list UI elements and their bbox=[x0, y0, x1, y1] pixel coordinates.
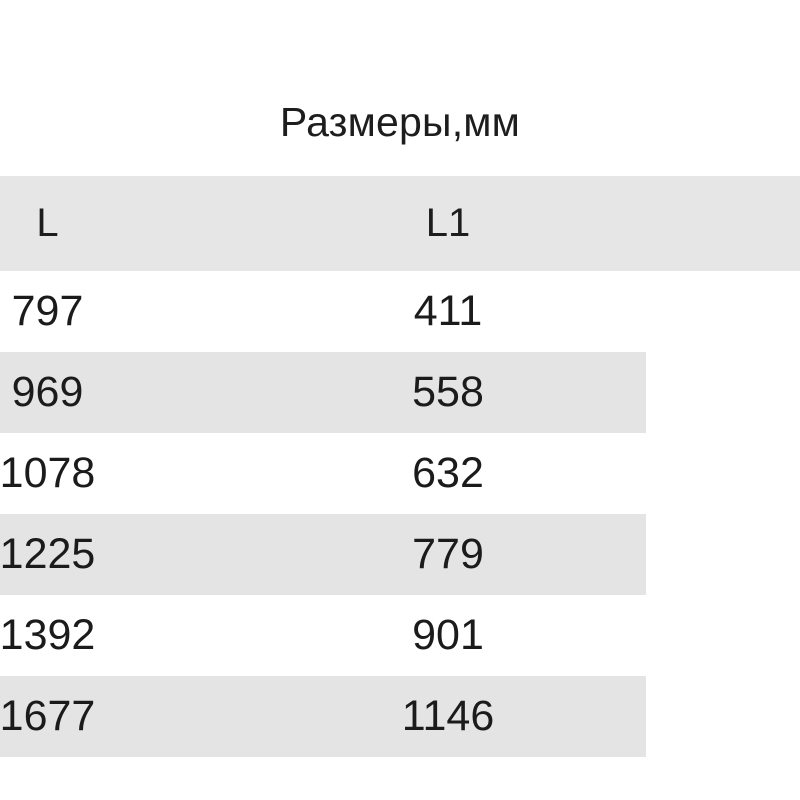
column-header-l: L bbox=[0, 176, 250, 271]
cell-l: 1392 bbox=[0, 595, 250, 676]
table-row: 1392 901 bbox=[0, 595, 800, 676]
table-row: 797 411 С bbox=[0, 271, 800, 757]
cell-l: 797 bbox=[0, 271, 250, 352]
table-row: 969 558 bbox=[0, 352, 800, 433]
table-row: 1225 779 bbox=[0, 514, 800, 595]
cell-l1: 779 bbox=[250, 514, 646, 595]
cell-l: 1225 bbox=[0, 514, 250, 595]
table-row: 1078 632 bbox=[0, 433, 800, 514]
cell-l1: 632 bbox=[250, 433, 646, 514]
table-header-row: L L1 bbox=[0, 176, 800, 271]
cell-merged-note: С bbox=[646, 271, 800, 757]
dimensions-table: Размеры,мм L L1 797 411 С 969 bbox=[0, 68, 800, 757]
table-viewport: Размеры,мм L L1 797 411 С 969 bbox=[0, 68, 800, 758]
table-title: Размеры,мм bbox=[0, 68, 800, 176]
table-row: 1677 1146 bbox=[0, 676, 800, 757]
column-header-extra bbox=[646, 176, 800, 271]
cell-l1: 558 bbox=[250, 352, 646, 433]
cell-l1: 901 bbox=[250, 595, 646, 676]
cell-l: 1677 bbox=[0, 676, 250, 757]
cell-l: 1078 bbox=[0, 433, 250, 514]
column-header-l1: L1 bbox=[250, 176, 646, 271]
merged-note-text: С bbox=[646, 271, 800, 757]
table-title-row: Размеры,мм bbox=[0, 68, 800, 176]
cell-l1: 411 bbox=[250, 271, 646, 352]
cell-l1: 1146 bbox=[250, 676, 646, 757]
cell-l: 969 bbox=[0, 352, 250, 433]
